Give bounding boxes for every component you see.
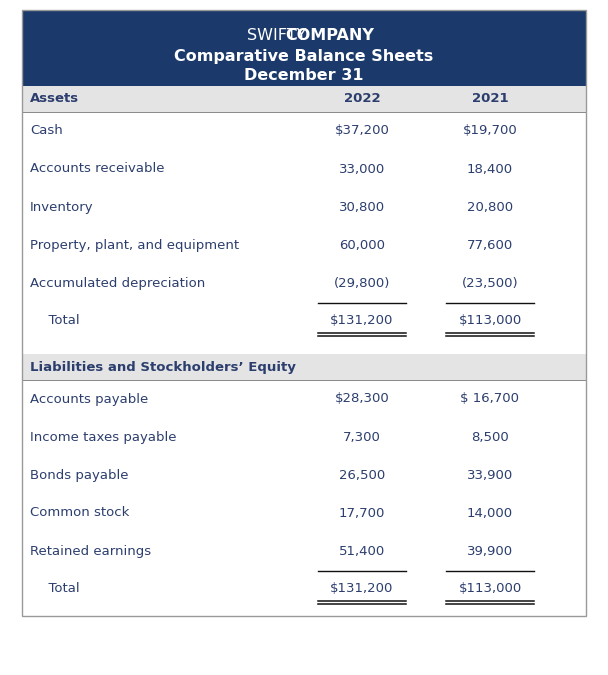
Bar xyxy=(22,302,586,338)
Text: $113,000: $113,000 xyxy=(458,313,522,327)
Text: 30,800: 30,800 xyxy=(339,200,385,213)
Bar xyxy=(22,264,586,302)
Text: 20,800: 20,800 xyxy=(467,200,513,213)
Text: Comparative Balance Sheets: Comparative Balance Sheets xyxy=(174,49,434,63)
Text: 60,000: 60,000 xyxy=(339,238,385,252)
Text: Cash: Cash xyxy=(30,124,63,138)
Text: Common stock: Common stock xyxy=(30,506,130,520)
Text: Accounts receivable: Accounts receivable xyxy=(30,163,165,176)
Text: Inventory: Inventory xyxy=(30,200,94,213)
Text: 77,600: 77,600 xyxy=(467,238,513,252)
Text: $28,300: $28,300 xyxy=(334,392,389,406)
Text: $131,200: $131,200 xyxy=(330,581,394,595)
Text: 26,500: 26,500 xyxy=(339,468,385,481)
Text: Income taxes payable: Income taxes payable xyxy=(30,431,176,443)
Text: Accumulated depreciation: Accumulated depreciation xyxy=(30,277,206,290)
Text: $37,200: $37,200 xyxy=(334,124,390,138)
Text: COMPANY: COMPANY xyxy=(285,28,374,43)
Text: Assets: Assets xyxy=(30,92,79,105)
Text: 8,500: 8,500 xyxy=(471,431,509,443)
Text: December 31: December 31 xyxy=(244,68,364,84)
Text: 7,300: 7,300 xyxy=(343,431,381,443)
Bar xyxy=(22,112,586,150)
Bar xyxy=(22,532,586,570)
Bar xyxy=(22,86,586,112)
Text: Total: Total xyxy=(40,581,80,595)
Bar xyxy=(22,494,586,532)
Bar xyxy=(22,570,586,606)
Text: $131,200: $131,200 xyxy=(330,313,394,327)
Bar xyxy=(22,150,586,188)
Text: 17,700: 17,700 xyxy=(339,506,385,520)
Text: $ 16,700: $ 16,700 xyxy=(460,392,519,406)
Bar xyxy=(22,10,586,616)
Text: Liabilities and Stockholders’ Equity: Liabilities and Stockholders’ Equity xyxy=(30,360,296,373)
Text: SWIFTY: SWIFTY xyxy=(247,28,311,43)
Bar xyxy=(22,226,586,264)
Bar xyxy=(22,10,586,86)
Text: Retained earnings: Retained earnings xyxy=(30,545,151,558)
Bar xyxy=(22,354,586,380)
Text: Bonds payable: Bonds payable xyxy=(30,468,128,481)
Text: 14,000: 14,000 xyxy=(467,506,513,520)
Text: (23,500): (23,500) xyxy=(461,277,518,290)
Text: 18,400: 18,400 xyxy=(467,163,513,176)
Text: (29,800): (29,800) xyxy=(334,277,390,290)
Text: 33,900: 33,900 xyxy=(467,468,513,481)
Text: 33,000: 33,000 xyxy=(339,163,385,176)
Text: 39,900: 39,900 xyxy=(467,545,513,558)
Text: Accounts payable: Accounts payable xyxy=(30,392,148,406)
Text: $19,700: $19,700 xyxy=(463,124,517,138)
Text: 2021: 2021 xyxy=(472,92,508,105)
Text: $113,000: $113,000 xyxy=(458,581,522,595)
Bar xyxy=(22,380,586,418)
Text: Total: Total xyxy=(40,313,80,327)
Bar xyxy=(22,418,586,456)
Bar xyxy=(22,188,586,226)
Text: Property, plant, and equipment: Property, plant, and equipment xyxy=(30,238,239,252)
Text: 51,400: 51,400 xyxy=(339,545,385,558)
Bar xyxy=(22,456,586,494)
Text: 2022: 2022 xyxy=(344,92,381,105)
